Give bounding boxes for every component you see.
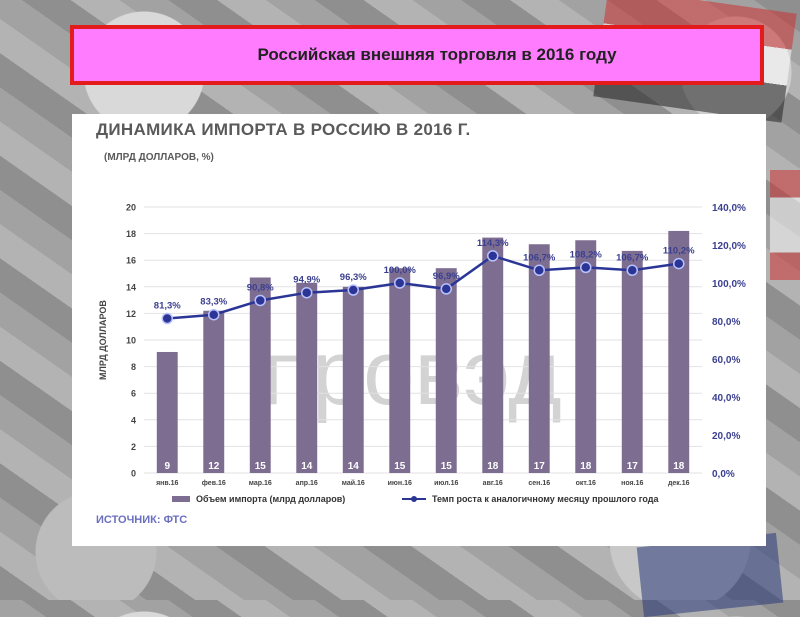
growth-rate-point <box>580 261 592 274</box>
chart-subtitle: (МЛРД ДОЛЛАРОВ, %) <box>104 152 214 163</box>
growth-rate-point <box>301 286 313 299</box>
bar-value-label: 18 <box>487 461 499 472</box>
growth-rate-label: 90,8% <box>247 282 274 293</box>
bar-value-label: 15 <box>394 461 406 472</box>
bar <box>668 230 690 473</box>
growth-rate-label: 106,7% <box>523 252 556 263</box>
bar-value-label: 15 <box>441 461 453 472</box>
y2-tick-label: 0,0% <box>712 469 735 480</box>
growth-rate-point <box>208 308 220 321</box>
bar-value-label: 15 <box>255 461 267 472</box>
growth-rate-point <box>394 277 406 289</box>
x-tick-label: янв.16 <box>156 480 178 487</box>
y2-tick-label: 140,0% <box>712 203 746 214</box>
x-tick-label: апр.16 <box>296 480 318 487</box>
growth-rate-label: 114,3% <box>477 238 509 249</box>
y-tick-label: 8 <box>131 362 136 372</box>
growth-rate-point <box>533 264 545 277</box>
growth-rate-point <box>254 294 266 307</box>
growth-rate-point <box>626 264 638 277</box>
y-tick-label: 10 <box>126 336 136 346</box>
x-tick-label: мар.16 <box>249 480 272 487</box>
y-tick-label: 14 <box>126 282 136 292</box>
bar <box>575 240 597 473</box>
y-tick-label: 4 <box>131 415 136 425</box>
bar-value-label: 18 <box>580 461 592 472</box>
legend-marker-line <box>411 496 417 502</box>
growth-rate-label: 96,3% <box>340 272 367 283</box>
chart-title: ДИНАМИКА ИМПОРТА В РОССИЮ В 2016 Г. <box>96 120 471 139</box>
bar <box>389 268 411 473</box>
x-tick-label: ноя.16 <box>621 480 643 487</box>
legend-label-bars: Объем импорта (млрд долларов) <box>196 494 345 504</box>
background-flag-lebanon <box>770 170 800 280</box>
bar <box>203 310 225 473</box>
bar <box>435 268 457 473</box>
x-tick-label: дек.16 <box>668 480 690 487</box>
legend-swatch-bars <box>172 496 190 502</box>
growth-rate-label: 106,7% <box>616 252 649 263</box>
bar-value-label: 14 <box>301 461 313 472</box>
growth-rate-label: 83,3% <box>200 297 227 308</box>
y-tick-label: 16 <box>126 256 136 266</box>
legend-label-line: Темп роста к аналогичному месяцу прошлог… <box>432 494 659 504</box>
import-dynamics-chart: провэд 9 12 15 14 14 15 15 18 17 18 17 18 81,3% 83,3… <box>98 203 746 505</box>
growth-rate-point <box>487 250 499 262</box>
bar <box>296 282 318 473</box>
y2-tick-label: 80,0% <box>712 317 740 328</box>
y-tick-label: 0 <box>131 469 136 479</box>
bar-value-label: 17 <box>534 461 546 472</box>
growth-rate-label: 110,2% <box>663 246 695 257</box>
growth-rate-point <box>440 283 452 295</box>
growth-rate-point <box>347 284 359 296</box>
bar-value-label: 17 <box>627 461 639 472</box>
bar <box>156 351 178 473</box>
growth-rate-label: 108,2% <box>570 249 603 260</box>
growth-rate-label: 100,0% <box>384 265 417 276</box>
y2-tick-label: 20,0% <box>712 431 740 442</box>
y-axis-label: МЛРД ДОЛЛАРОВ <box>98 300 108 380</box>
bar <box>621 250 643 473</box>
growth-rate-point <box>673 257 685 270</box>
x-tick-label: июл.16 <box>434 480 458 487</box>
growth-rate-label: 96,9% <box>433 271 460 282</box>
x-tick-label: окт.16 <box>576 480 596 487</box>
y-tick-label: 18 <box>126 229 136 239</box>
bar <box>249 277 271 473</box>
y2-tick-label: 40,0% <box>712 393 740 404</box>
bar <box>482 237 504 473</box>
x-tick-label: май.16 <box>342 479 365 487</box>
y-tick-label: 2 <box>131 442 136 452</box>
growth-rate-line <box>167 254 679 320</box>
y-tick-label: 6 <box>131 389 136 399</box>
bar <box>528 244 550 473</box>
source-note: ИСТОЧНИК: ФТС <box>96 514 188 526</box>
bar-value-label: 14 <box>348 461 360 472</box>
bar <box>342 286 364 473</box>
title-banner: Российская внешняя торговля в 2016 году <box>70 25 764 85</box>
x-tick-label: фев.16 <box>202 480 226 487</box>
bar-value-label: 18 <box>673 461 685 472</box>
y2-tick-label: 100,0% <box>712 279 746 290</box>
y2-tick-label: 120,0% <box>712 241 746 252</box>
growth-rate-point <box>161 312 173 325</box>
bar-value-label: 12 <box>208 461 220 472</box>
y-tick-label: 20 <box>126 203 136 213</box>
growth-rate-label: 81,3% <box>154 301 181 312</box>
x-tick-label: авг.16 <box>483 480 503 487</box>
x-tick-label: сен.16 <box>528 480 550 487</box>
growth-rate-label: 94,9% <box>293 275 320 286</box>
y-tick-label: 12 <box>126 309 136 319</box>
x-tick-label: июн.16 <box>388 480 412 487</box>
banner-title: Российская внешняя торговля в 2016 году <box>257 45 617 64</box>
chart-card: ДИНАМИКА ИМПОРТА В РОССИЮ В 2016 Г. (МЛР… <box>72 114 766 546</box>
y2-tick-label: 60,0% <box>712 355 740 366</box>
bar-value-label: 9 <box>164 461 170 472</box>
